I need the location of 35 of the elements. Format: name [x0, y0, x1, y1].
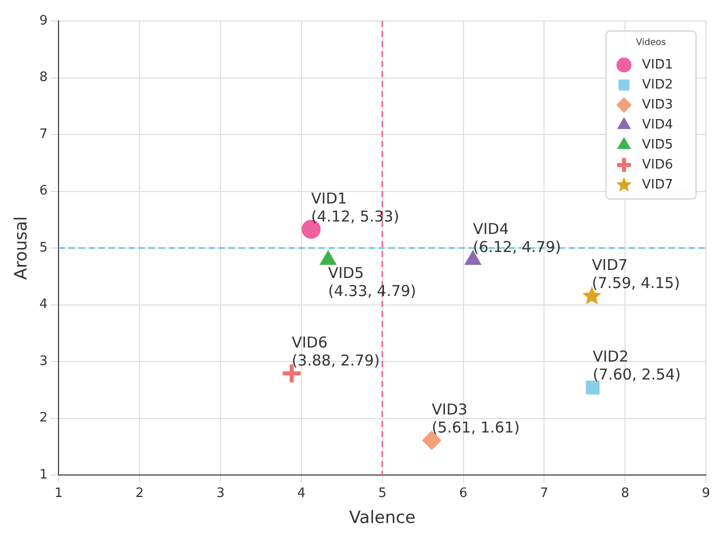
y-tick-label: 2 [39, 410, 48, 426]
x-tick-label: 4 [297, 486, 306, 502]
x-tick-label: 3 [216, 486, 225, 502]
legend-label: VID2 [642, 77, 674, 92]
legend-label: VID5 [642, 137, 674, 152]
legend-label: VID4 [642, 117, 674, 132]
x-tick-label: 6 [459, 486, 468, 502]
legend-label: VID1 [642, 57, 674, 72]
annotation: VID2 (7.60, 2.54) [592, 348, 681, 384]
y-tick-label: 7 [39, 126, 48, 142]
y-tick-label: 6 [39, 184, 48, 199]
y-tick-label: 5 [39, 240, 48, 256]
y-tick-label: 3 [39, 354, 48, 369]
y-tick-label: 4 [39, 297, 48, 312]
annotation: VID4 (6.12, 4.79) [472, 220, 562, 256]
x-axis-title: Valence [349, 508, 416, 528]
x-tick-label: 2 [135, 486, 144, 502]
annotation: VID7 (7.59, 4.15) [592, 256, 680, 292]
annotation: VID1 (4.12, 5.33) [311, 189, 400, 226]
x-tick-label: 9 [702, 486, 710, 502]
x-tick-label: 1 [54, 486, 63, 502]
legend-label: VID7 [642, 177, 674, 192]
x-tick-label: 8 [620, 486, 630, 502]
legend-title: Videos [636, 38, 666, 48]
x-tick-label: 5 [378, 486, 386, 502]
annotation: VID3 (5.61, 1.61) [432, 400, 520, 436]
y-tick-label: 8 [39, 70, 48, 86]
y-tick-label: 9 [39, 13, 48, 28]
y-axis-title: Arousal [12, 216, 32, 280]
legend-label: VID6 [642, 157, 674, 172]
annotation: VID6 (3.88, 2.79) [292, 333, 380, 370]
legend-label: VID3 [642, 97, 674, 112]
y-tick-label: 1 [39, 467, 48, 482]
x-tick-label: 7 [540, 486, 548, 502]
annotation: VID5 (4.33, 4.79) [328, 264, 416, 300]
